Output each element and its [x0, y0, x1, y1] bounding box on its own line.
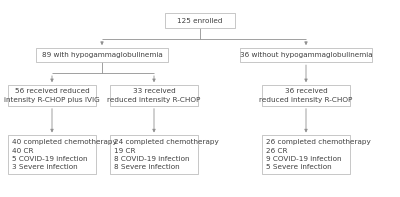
FancyBboxPatch shape [8, 85, 96, 106]
Text: 40 completed chemotherapy
40 CR
5 COVID-19 infection
3 Severe infection: 40 completed chemotherapy 40 CR 5 COVID-… [12, 139, 117, 170]
Text: 33 received
reduced intensity R-CHOP: 33 received reduced intensity R-CHOP [107, 88, 201, 103]
FancyBboxPatch shape [165, 13, 235, 28]
Text: 125 enrolled: 125 enrolled [177, 18, 223, 24]
FancyBboxPatch shape [262, 85, 350, 106]
FancyBboxPatch shape [110, 136, 198, 174]
Text: 36 received
reduced intensity R-CHOP: 36 received reduced intensity R-CHOP [259, 88, 353, 103]
FancyBboxPatch shape [36, 48, 168, 62]
Text: 24 completed chemotherapy
19 CR
8 COVID-19 infection
8 Severe infection: 24 completed chemotherapy 19 CR 8 COVID-… [114, 139, 219, 170]
Text: 36 without hypogammaglobulinemia: 36 without hypogammaglobulinemia [240, 52, 372, 58]
Text: 56 received reduced
intensity R-CHOP plus IVIG: 56 received reduced intensity R-CHOP plu… [4, 88, 100, 103]
FancyBboxPatch shape [110, 85, 198, 106]
FancyBboxPatch shape [262, 136, 350, 174]
Text: 89 with hypogammaglobulinemia: 89 with hypogammaglobulinemia [42, 52, 162, 58]
FancyBboxPatch shape [240, 48, 372, 62]
FancyBboxPatch shape [8, 136, 96, 174]
Text: 26 completed chemotherapy
26 CR
9 COVID-19 infection
5 Severe infection: 26 completed chemotherapy 26 CR 9 COVID-… [266, 139, 371, 170]
